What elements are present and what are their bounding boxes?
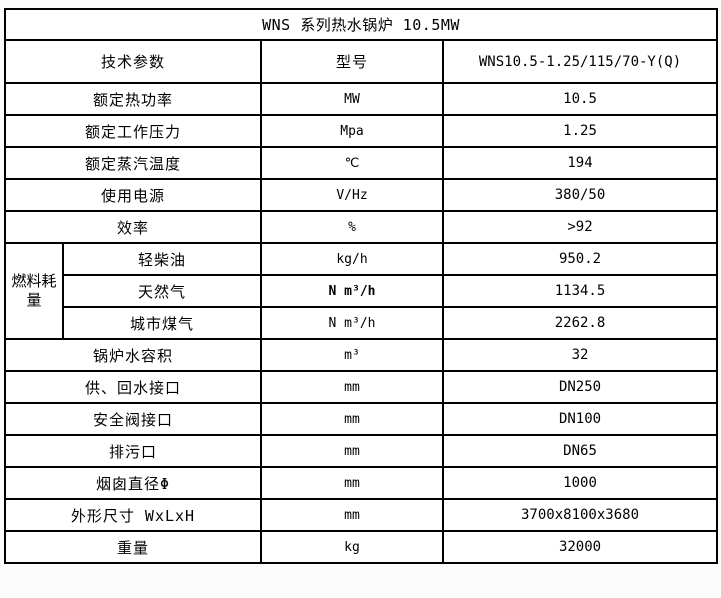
unit-cell: m³ — [260, 338, 444, 372]
table-title: WNS 系列热水锅炉 10.5MW — [3, 8, 719, 41]
value-cell: >92 — [441, 210, 719, 244]
table-header-row: 技术参数 型号 WNS10.5-1.25/115/70-Y(Q) — [4, 39, 719, 84]
boiler-spec-table: WNS 系列热水锅炉 10.5MW 技术参数 型号 WNS10.5-1.25/1… — [3, 8, 719, 564]
param-cell: 额定工作压力 — [4, 114, 262, 148]
table-row: 额定工作压力 Mpa 1.25 — [4, 114, 719, 148]
unit-cell: mm — [260, 466, 444, 500]
table-row: 使用电源 V/Hz 380/50 — [4, 178, 719, 212]
unit-cell: mm — [260, 402, 444, 436]
value-cell: 32 — [441, 338, 719, 372]
table-row: 额定蒸汽温度 ℃ 194 — [4, 146, 719, 180]
unit-cell: ℃ — [260, 146, 444, 180]
value-cell: 380/50 — [441, 178, 719, 212]
table-row: 安全阀接口 mm DN100 — [4, 402, 719, 436]
table-row: 外形尺寸 WxLxH mm 3700x8100x3680 — [4, 498, 719, 532]
table-row: 燃料耗量 轻柴油 kg/h 950.2 — [4, 242, 719, 340]
param-cell: 额定热功率 — [4, 82, 262, 116]
header-model-label: 型号 — [260, 39, 444, 84]
table-row: 供、回水接口 mm DN250 — [4, 370, 719, 404]
param-cell: 烟囱直径Φ — [4, 466, 262, 500]
fuel-group-label: 燃料耗量 — [4, 242, 64, 340]
unit-cell: mm — [260, 498, 444, 532]
table-row: 锅炉水容积 m³ 32 — [4, 338, 719, 372]
value-cell: 32000 — [441, 530, 719, 564]
param-cell: 外形尺寸 WxLxH — [4, 498, 262, 532]
header-model-value: WNS10.5-1.25/115/70-Y(Q) — [441, 39, 719, 84]
param-cell: 重量 — [4, 530, 262, 564]
param-cell: 排污口 — [4, 434, 262, 468]
param-cell: 轻柴油 — [62, 242, 262, 276]
param-cell: 使用电源 — [4, 178, 262, 212]
unit-cell: kg/h — [260, 242, 444, 276]
value-cell: 950.2 — [441, 242, 719, 276]
param-cell: 额定蒸汽温度 — [4, 146, 262, 180]
table-row: 效率 % >92 — [4, 210, 719, 244]
table-title-row: WNS 系列热水锅炉 10.5MW — [3, 8, 719, 41]
unit-cell: % — [260, 210, 444, 244]
table-row: 天然气 N m³/h 1134.5 — [5, 274, 719, 308]
value-cell: 194 — [441, 146, 719, 180]
table-row: 城市煤气 N m³/h 2262.8 — [5, 306, 719, 340]
value-cell: DN65 — [441, 434, 719, 468]
table-row: 重量 kg 32000 — [4, 530, 719, 564]
unit-cell: mm — [260, 434, 444, 468]
param-cell: 城市煤气 — [62, 306, 262, 340]
unit-cell: Mpa — [260, 114, 444, 148]
value-cell: 1.25 — [441, 114, 719, 148]
value-cell: DN250 — [441, 370, 719, 404]
value-cell: DN100 — [441, 402, 719, 436]
value-cell: 1000 — [441, 466, 719, 500]
unit-cell: V/Hz — [260, 178, 444, 212]
param-cell: 安全阀接口 — [4, 402, 262, 436]
value-cell: 3700x8100x3680 — [441, 498, 719, 532]
unit-cell: kg — [260, 530, 444, 564]
value-cell: 10.5 — [441, 82, 719, 116]
header-param: 技术参数 — [4, 39, 262, 84]
unit-cell: N m³/h — [260, 274, 444, 308]
param-cell: 效率 — [4, 210, 262, 244]
table-row: 排污口 mm DN65 — [4, 434, 719, 468]
unit-cell: mm — [260, 370, 444, 404]
param-cell: 供、回水接口 — [4, 370, 262, 404]
param-cell: 天然气 — [62, 274, 262, 308]
unit-cell: MW — [260, 82, 444, 116]
value-cell: 2262.8 — [441, 306, 719, 340]
param-cell: 锅炉水容积 — [4, 338, 262, 372]
table-row: 烟囱直径Φ mm 1000 — [4, 466, 719, 500]
value-cell: 1134.5 — [441, 274, 719, 308]
unit-cell: N m³/h — [260, 306, 444, 340]
table-row: 额定热功率 MW 10.5 — [4, 82, 719, 116]
